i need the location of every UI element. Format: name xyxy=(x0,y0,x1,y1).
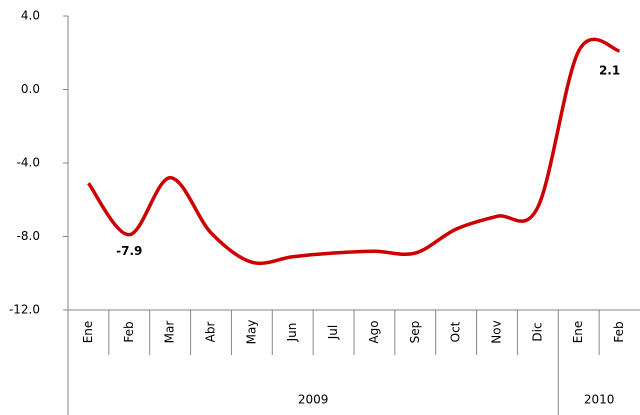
x-tick-label: Jun xyxy=(285,323,299,343)
x-tick-label: Feb xyxy=(122,321,136,342)
x-tick-label: Oct xyxy=(449,321,463,342)
year-label: 2010 xyxy=(584,393,615,407)
y-tick-label: -4.0 xyxy=(17,156,40,170)
x-tick-label: Nov xyxy=(490,320,504,343)
x-tick-label: Feb xyxy=(612,321,626,342)
y-tick-label: 4.0 xyxy=(21,9,40,23)
x-tick-label: Ago xyxy=(367,320,381,343)
x-tick-label: May xyxy=(244,320,258,345)
y-tick-label: -12.0 xyxy=(9,303,40,317)
x-tick-label: Mar xyxy=(163,321,177,344)
year-label: 2009 xyxy=(298,393,329,407)
x-tick-label: Dic xyxy=(530,322,544,341)
y-tick-label: -8.0 xyxy=(17,229,40,243)
data-label: 2.1 xyxy=(599,63,620,77)
data-label: -7.9 xyxy=(116,244,142,258)
x-tick-label: Sep xyxy=(408,321,422,344)
x-tick-label: Jul xyxy=(326,325,340,340)
x-tick-label: Ene xyxy=(81,321,95,344)
x-tick-label: Ene xyxy=(571,321,585,344)
line xyxy=(86,37,621,266)
y-tick-label: 0.0 xyxy=(21,82,40,96)
x-tick-label: Abr xyxy=(204,322,218,343)
